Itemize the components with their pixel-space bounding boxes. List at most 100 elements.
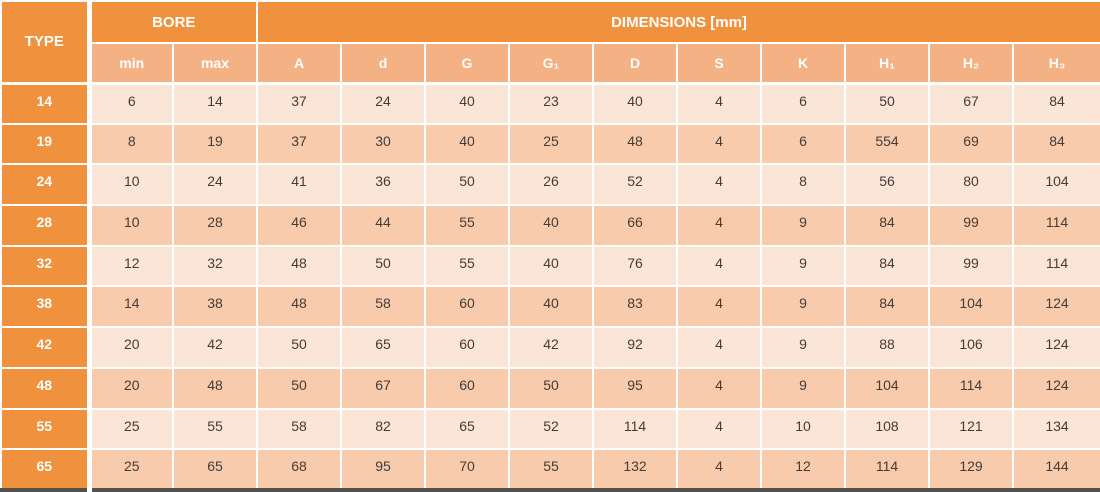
- cell: 50: [844, 82, 930, 125]
- cell: 66: [592, 204, 678, 247]
- cell: 68: [256, 448, 342, 491]
- col-header-g1: G₁: [508, 42, 594, 85]
- cell: 82: [340, 407, 426, 451]
- cell: 99: [928, 244, 1014, 288]
- table-row: 28 10 28 46 44 55 40 66 4 9 84 99 114: [0, 204, 1100, 247]
- cell: 55: [424, 204, 510, 247]
- cell: 48: [256, 285, 342, 329]
- table-row: 42 20 42 50 65 60 42 92 4 9 88 106 124: [0, 326, 1100, 369]
- col-header-max: max: [172, 42, 258, 85]
- cell: 28: [172, 204, 258, 247]
- cell: 6: [760, 82, 846, 125]
- col-header-min: min: [88, 42, 174, 85]
- cell: 14: [172, 82, 258, 125]
- cell: 114: [1012, 204, 1100, 247]
- cell: 83: [592, 285, 678, 329]
- cell: 4: [676, 82, 762, 125]
- cell: 37: [256, 82, 342, 125]
- cell: 50: [256, 326, 342, 369]
- col-header-h3: H₃: [1012, 42, 1100, 85]
- cell: 60: [424, 366, 510, 410]
- cell: 50: [508, 366, 594, 410]
- row-type-header: 14: [0, 82, 92, 125]
- cell: 38: [172, 285, 258, 329]
- cell: 55: [508, 448, 594, 491]
- col-header-k: K: [760, 42, 846, 85]
- group-header-dimensions: DIMENSIONS [mm]: [256, 0, 1100, 44]
- cell: 30: [340, 122, 426, 166]
- cell: 25: [88, 448, 174, 491]
- cell: 144: [1012, 448, 1100, 491]
- cell: 84: [844, 285, 930, 329]
- cell: 58: [340, 285, 426, 329]
- cell: 8: [88, 122, 174, 166]
- cell: 67: [928, 82, 1014, 125]
- cell: 14: [88, 285, 174, 329]
- cell: 84: [1012, 122, 1100, 166]
- cell: 46: [256, 204, 342, 247]
- cell: 4: [676, 366, 762, 410]
- row-type-header: 65: [0, 448, 92, 491]
- cell: 9: [760, 366, 846, 410]
- cell: 114: [1012, 244, 1100, 288]
- cell: 9: [760, 244, 846, 288]
- cell: 554: [844, 122, 930, 166]
- cell: 95: [340, 448, 426, 491]
- cell: 84: [844, 244, 930, 288]
- cell: 92: [592, 326, 678, 369]
- cell: 20: [88, 326, 174, 369]
- row-type-header: 19: [0, 122, 92, 166]
- cell: 104: [844, 366, 930, 410]
- cell: 65: [340, 326, 426, 369]
- cell: 65: [424, 407, 510, 451]
- cell: 80: [928, 163, 1014, 207]
- cell: 19: [172, 122, 258, 166]
- col-header-s: S: [676, 42, 762, 85]
- cell: 25: [88, 407, 174, 451]
- col-header-a: A: [256, 42, 342, 85]
- cell: 124: [1012, 285, 1100, 329]
- cell: 50: [424, 163, 510, 207]
- cell: 76: [592, 244, 678, 288]
- cell: 20: [88, 366, 174, 410]
- cell: 25: [508, 122, 594, 166]
- cell: 4: [676, 448, 762, 491]
- table-row: 32 12 32 48 50 55 40 76 4 9 84 99 114: [0, 244, 1100, 288]
- cell: 24: [340, 82, 426, 125]
- cell: 6: [760, 122, 846, 166]
- cell: 67: [340, 366, 426, 410]
- cell: 41: [256, 163, 342, 207]
- cell: 10: [88, 163, 174, 207]
- table-body: 14 6 14 37 24 40 23 40 4 6 50 67 84 19 8 19 37 30 40 25 4…: [0, 82, 1100, 491]
- cell: 70: [424, 448, 510, 491]
- cell: 60: [424, 326, 510, 369]
- cell: 10: [760, 407, 846, 451]
- cell: 40: [592, 82, 678, 125]
- cell: 104: [928, 285, 1014, 329]
- cell: 40: [508, 204, 594, 247]
- cell: 132: [592, 448, 678, 491]
- cell: 95: [592, 366, 678, 410]
- cell: 52: [592, 163, 678, 207]
- cell: 12: [760, 448, 846, 491]
- cell: 55: [424, 244, 510, 288]
- row-type-header: 32: [0, 244, 92, 288]
- cell: 124: [1012, 366, 1100, 410]
- cell: 58: [256, 407, 342, 451]
- cell: 99: [928, 204, 1014, 247]
- cell: 40: [508, 244, 594, 288]
- row-type-header: 28: [0, 204, 92, 247]
- col-header-d: D: [592, 42, 678, 85]
- cell: 48: [256, 244, 342, 288]
- cell: 40: [508, 285, 594, 329]
- cell: 36: [340, 163, 426, 207]
- row-type-header: 55: [0, 407, 92, 451]
- cell: 52: [508, 407, 594, 451]
- table-row: 14 6 14 37 24 40 23 40 4 6 50 67 84: [0, 82, 1100, 125]
- cell: 42: [172, 326, 258, 369]
- col-header-h2: H₂: [928, 42, 1014, 85]
- cell: 108: [844, 407, 930, 451]
- table-row: 38 14 38 48 58 60 40 83 4 9 84 104 124: [0, 285, 1100, 329]
- row-type-header: 38: [0, 285, 92, 329]
